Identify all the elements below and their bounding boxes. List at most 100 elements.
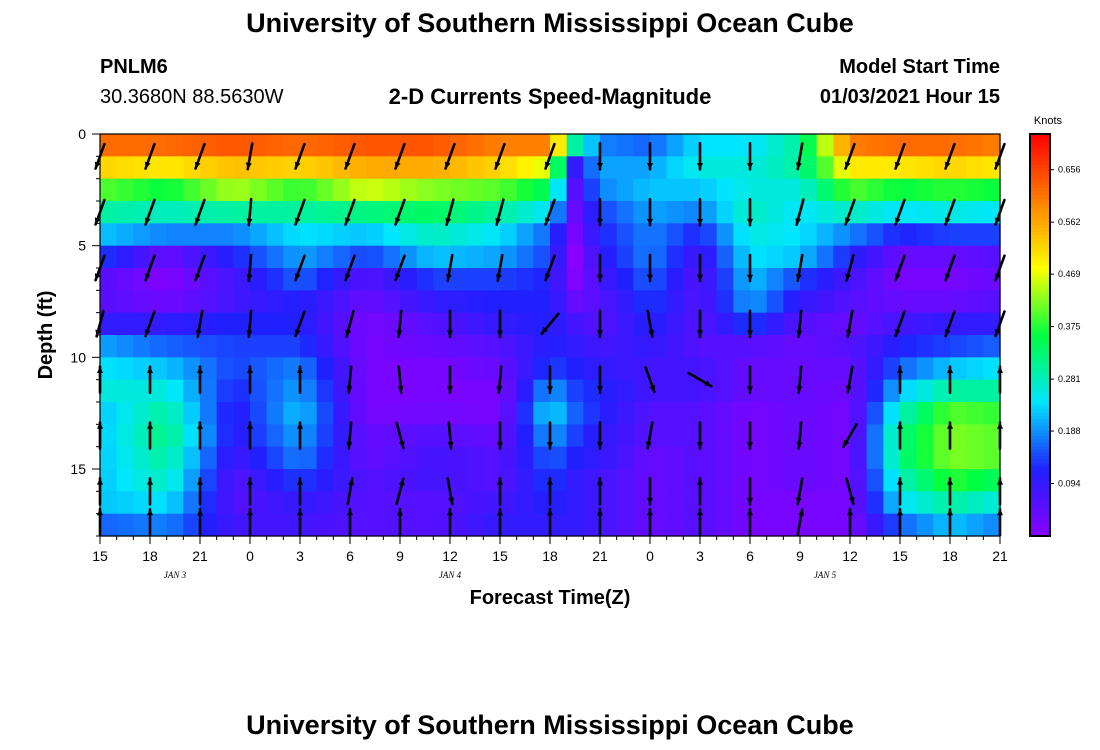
current-arrow (544, 198, 556, 226)
heatmap-cell (566, 201, 584, 224)
heatmap-cell (900, 223, 918, 247)
heatmap-cell (850, 156, 868, 180)
x-tick-label: 18 (142, 548, 158, 564)
heatmap-cell (383, 491, 401, 515)
heatmap-cell (266, 312, 284, 336)
arrow-head (946, 478, 954, 485)
heatmap-cell (716, 335, 734, 358)
heatmap-cell (983, 402, 1001, 425)
heatmap-cell (616, 178, 634, 202)
colorbar-segment (1030, 150, 1050, 155)
arrow-head (696, 509, 704, 516)
heatmap-cell (400, 245, 418, 269)
heatmap-cell (800, 134, 818, 157)
heatmap-cell (633, 335, 651, 358)
heatmap-cell (366, 178, 384, 202)
current-arrow (444, 142, 456, 170)
heatmap-cell (650, 469, 668, 492)
colorbar-segment (1030, 529, 1050, 534)
heatmap-cell (233, 513, 251, 537)
heatmap-cell (883, 357, 901, 381)
current-arrow (645, 421, 654, 450)
heatmap-cell (583, 268, 601, 291)
current-arrow (196, 365, 204, 394)
arrow-head (245, 162, 252, 170)
heatmap-cell (316, 268, 334, 291)
heatmap-cell (483, 223, 501, 247)
heatmap-cell (400, 491, 418, 515)
heatmap-cell (650, 290, 668, 314)
heatmap-cell (766, 245, 784, 269)
x-tick-label: 21 (992, 548, 1008, 564)
heatmap-cell (583, 201, 601, 224)
heatmap-cell (466, 312, 484, 336)
heatmap-cell (650, 134, 668, 157)
heatmap-cell (366, 424, 384, 448)
heatmap-cell (166, 290, 184, 314)
current-arrow (845, 254, 855, 282)
heatmap-cell (466, 513, 484, 537)
heatmap-cell (983, 469, 1001, 492)
current-arrow (845, 477, 855, 506)
heatmap-cell (883, 178, 901, 202)
heatmap-cell (100, 268, 118, 291)
heatmap-cell (933, 357, 951, 381)
heatmap-cell (550, 379, 568, 403)
heatmap-cell (700, 424, 718, 448)
heatmap-cell (450, 335, 468, 358)
heatmap-cell (516, 379, 534, 403)
colorbar-segment (1030, 134, 1050, 138)
heatmap-cell (200, 156, 218, 180)
arrow-head (546, 442, 554, 449)
current-arrow (795, 253, 804, 283)
heatmap-cell (550, 469, 568, 492)
heatmap-cell (983, 134, 1001, 157)
heatmap-cell (850, 357, 868, 381)
arrow-head (296, 422, 304, 429)
heatmap-cell (933, 446, 951, 470)
heatmap-cell (433, 312, 451, 336)
heatmap-cell (750, 357, 768, 381)
heatmap-cell (216, 245, 234, 269)
heatmap-cell (983, 335, 1001, 358)
heatmap-cell (266, 134, 284, 157)
heatmap-cell (450, 245, 468, 269)
heatmap-cell (416, 178, 434, 202)
heatmap-cell (366, 134, 384, 157)
heatmap-cell (300, 491, 318, 515)
heatmap-cell (900, 268, 918, 291)
heatmap-cell (233, 402, 251, 425)
heatmap-cell (550, 156, 568, 180)
heatmap-cell (700, 446, 718, 470)
heatmap-cell (183, 335, 201, 358)
heatmap-cell (783, 469, 801, 492)
heatmap-cell (700, 379, 718, 403)
heatmap-cell (166, 469, 184, 492)
heatmap-cell (950, 178, 968, 202)
heatmap-cell (333, 402, 351, 425)
heatmap-cell (750, 312, 768, 336)
x-tick-label: 12 (842, 548, 858, 564)
current-arrow (795, 477, 804, 506)
heatmap-cell (800, 268, 818, 291)
heatmap-cell (616, 312, 634, 336)
heatmap-cell (816, 134, 834, 157)
arrow-head (294, 217, 301, 225)
current-arrow (447, 421, 454, 450)
heatmap-cell (450, 513, 468, 537)
heatmap-cell (100, 357, 118, 381)
arrow-head (146, 366, 154, 373)
heatmap-cell (983, 379, 1001, 403)
heatmap-cell (233, 312, 251, 336)
heatmap-cell (916, 424, 934, 448)
heatmap-cell (350, 379, 368, 403)
heatmap-cell (450, 379, 468, 403)
heatmap-cell (500, 223, 518, 247)
heatmap-cell (233, 469, 251, 492)
heatmap-cell (750, 379, 768, 403)
heatmap-cell (850, 178, 868, 202)
heatmap-cell (666, 223, 684, 247)
heatmap-cell (166, 312, 184, 336)
heatmap-cell (750, 178, 768, 202)
heatmap-cell (283, 424, 301, 448)
